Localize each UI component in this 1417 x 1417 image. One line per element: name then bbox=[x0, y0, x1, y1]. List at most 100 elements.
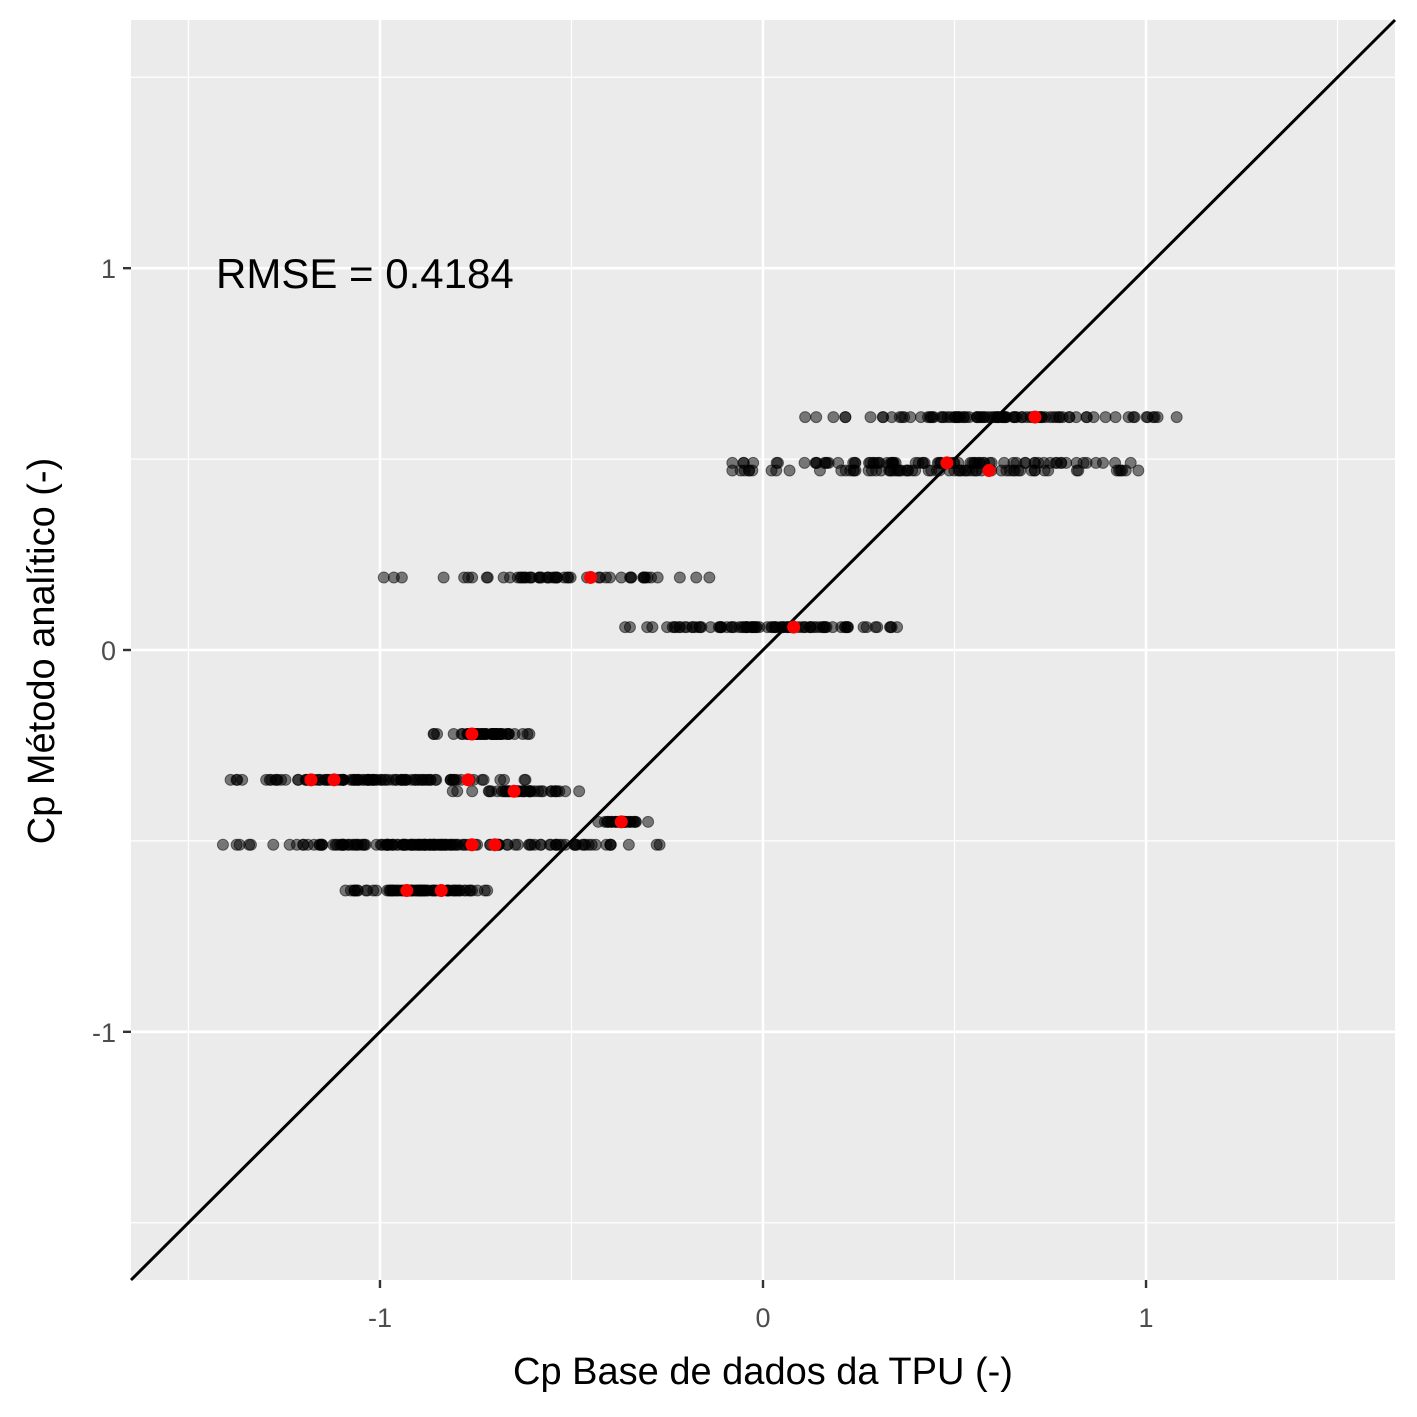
data-point bbox=[651, 571, 664, 584]
data-point bbox=[839, 411, 852, 424]
mean-points bbox=[304, 410, 1042, 898]
data-point bbox=[622, 838, 635, 851]
data-point bbox=[869, 621, 882, 634]
data-point bbox=[500, 728, 513, 740]
data-point bbox=[585, 838, 598, 851]
y-tick-label: 0 bbox=[101, 636, 116, 666]
data-point bbox=[377, 571, 390, 584]
data-point bbox=[714, 621, 727, 634]
data-point bbox=[387, 571, 400, 584]
data-point bbox=[765, 464, 778, 477]
data-point bbox=[432, 838, 445, 851]
data-point bbox=[804, 621, 817, 634]
data-point bbox=[783, 464, 796, 477]
data-point bbox=[864, 411, 877, 424]
data-point bbox=[466, 785, 479, 798]
data-point bbox=[901, 464, 914, 477]
data-point bbox=[573, 785, 586, 798]
data-point bbox=[353, 773, 366, 786]
data-point bbox=[921, 411, 934, 424]
data-point bbox=[404, 838, 417, 851]
data-point bbox=[444, 773, 457, 786]
data-point bbox=[993, 411, 1006, 424]
data-point bbox=[1072, 464, 1085, 477]
data-point bbox=[243, 838, 256, 851]
data-point bbox=[941, 411, 954, 424]
data-point bbox=[810, 411, 823, 424]
x-axis-title: Cp Base de dados da TPU (-) bbox=[513, 1351, 1013, 1393]
data-point bbox=[387, 884, 400, 897]
data-point bbox=[1099, 411, 1112, 424]
data-point bbox=[351, 884, 364, 897]
data-point bbox=[604, 838, 617, 851]
data-point bbox=[1148, 411, 1161, 424]
data-point bbox=[485, 785, 498, 798]
y-axis: -1 0 1 bbox=[92, 254, 131, 1048]
data-point bbox=[745, 621, 758, 634]
data-point bbox=[501, 838, 514, 851]
data-point bbox=[337, 838, 350, 851]
y-tick-label: 1 bbox=[101, 254, 116, 284]
mean-point bbox=[465, 838, 479, 852]
data-point bbox=[216, 838, 229, 851]
data-point bbox=[458, 571, 471, 584]
data-point bbox=[703, 571, 716, 584]
data-point bbox=[230, 838, 243, 851]
data-point bbox=[734, 464, 747, 477]
x-axis: -1 0 1 bbox=[368, 1280, 1154, 1333]
data-point bbox=[1047, 411, 1060, 424]
data-point bbox=[534, 838, 547, 851]
data-point bbox=[466, 884, 479, 897]
data-point bbox=[884, 621, 897, 634]
data-point bbox=[835, 464, 848, 477]
data-point bbox=[559, 785, 572, 798]
data-point bbox=[898, 411, 911, 424]
mean-point bbox=[488, 838, 502, 852]
data-point bbox=[476, 773, 489, 786]
data-point bbox=[1170, 411, 1183, 424]
data-point bbox=[428, 728, 441, 740]
y-axis-title: Cp Método analítico (-) bbox=[21, 458, 63, 845]
data-point bbox=[958, 411, 971, 424]
mean-point bbox=[614, 815, 628, 829]
mean-point bbox=[1028, 410, 1042, 424]
data-point bbox=[418, 884, 431, 897]
data-point bbox=[952, 464, 965, 477]
data-point bbox=[523, 571, 536, 584]
data-point bbox=[481, 571, 494, 584]
data-point bbox=[533, 571, 546, 584]
data-point bbox=[1060, 456, 1073, 469]
data-point bbox=[637, 571, 650, 584]
data-point bbox=[848, 464, 861, 477]
data-point bbox=[686, 621, 699, 634]
data-point bbox=[275, 773, 288, 786]
mean-point bbox=[465, 727, 479, 741]
data-point bbox=[857, 621, 870, 634]
data-point bbox=[746, 464, 759, 477]
rmse-annotation: RMSE = 0.4184 bbox=[216, 250, 514, 297]
mean-point bbox=[940, 456, 954, 470]
data-point bbox=[516, 728, 529, 740]
data-point bbox=[641, 621, 654, 634]
data-point bbox=[820, 621, 833, 634]
data-point bbox=[799, 411, 812, 424]
data-point bbox=[969, 464, 982, 477]
data-point bbox=[449, 884, 462, 897]
data-point bbox=[1087, 411, 1100, 424]
x-tick-label: -1 bbox=[368, 1303, 392, 1333]
data-point bbox=[444, 838, 457, 851]
data-point bbox=[413, 773, 426, 786]
mean-point bbox=[400, 884, 414, 898]
data-point bbox=[798, 456, 811, 469]
data-point bbox=[494, 773, 507, 786]
data-point bbox=[370, 773, 383, 786]
data-point bbox=[1109, 411, 1122, 424]
identity-line bbox=[129, 18, 1397, 1282]
data-point bbox=[1110, 464, 1123, 477]
data-point bbox=[437, 571, 450, 584]
data-point bbox=[877, 411, 890, 424]
data-point bbox=[386, 838, 399, 851]
data-point bbox=[476, 728, 489, 740]
x-tick-label: 0 bbox=[755, 1303, 770, 1333]
data-point bbox=[995, 464, 1008, 477]
